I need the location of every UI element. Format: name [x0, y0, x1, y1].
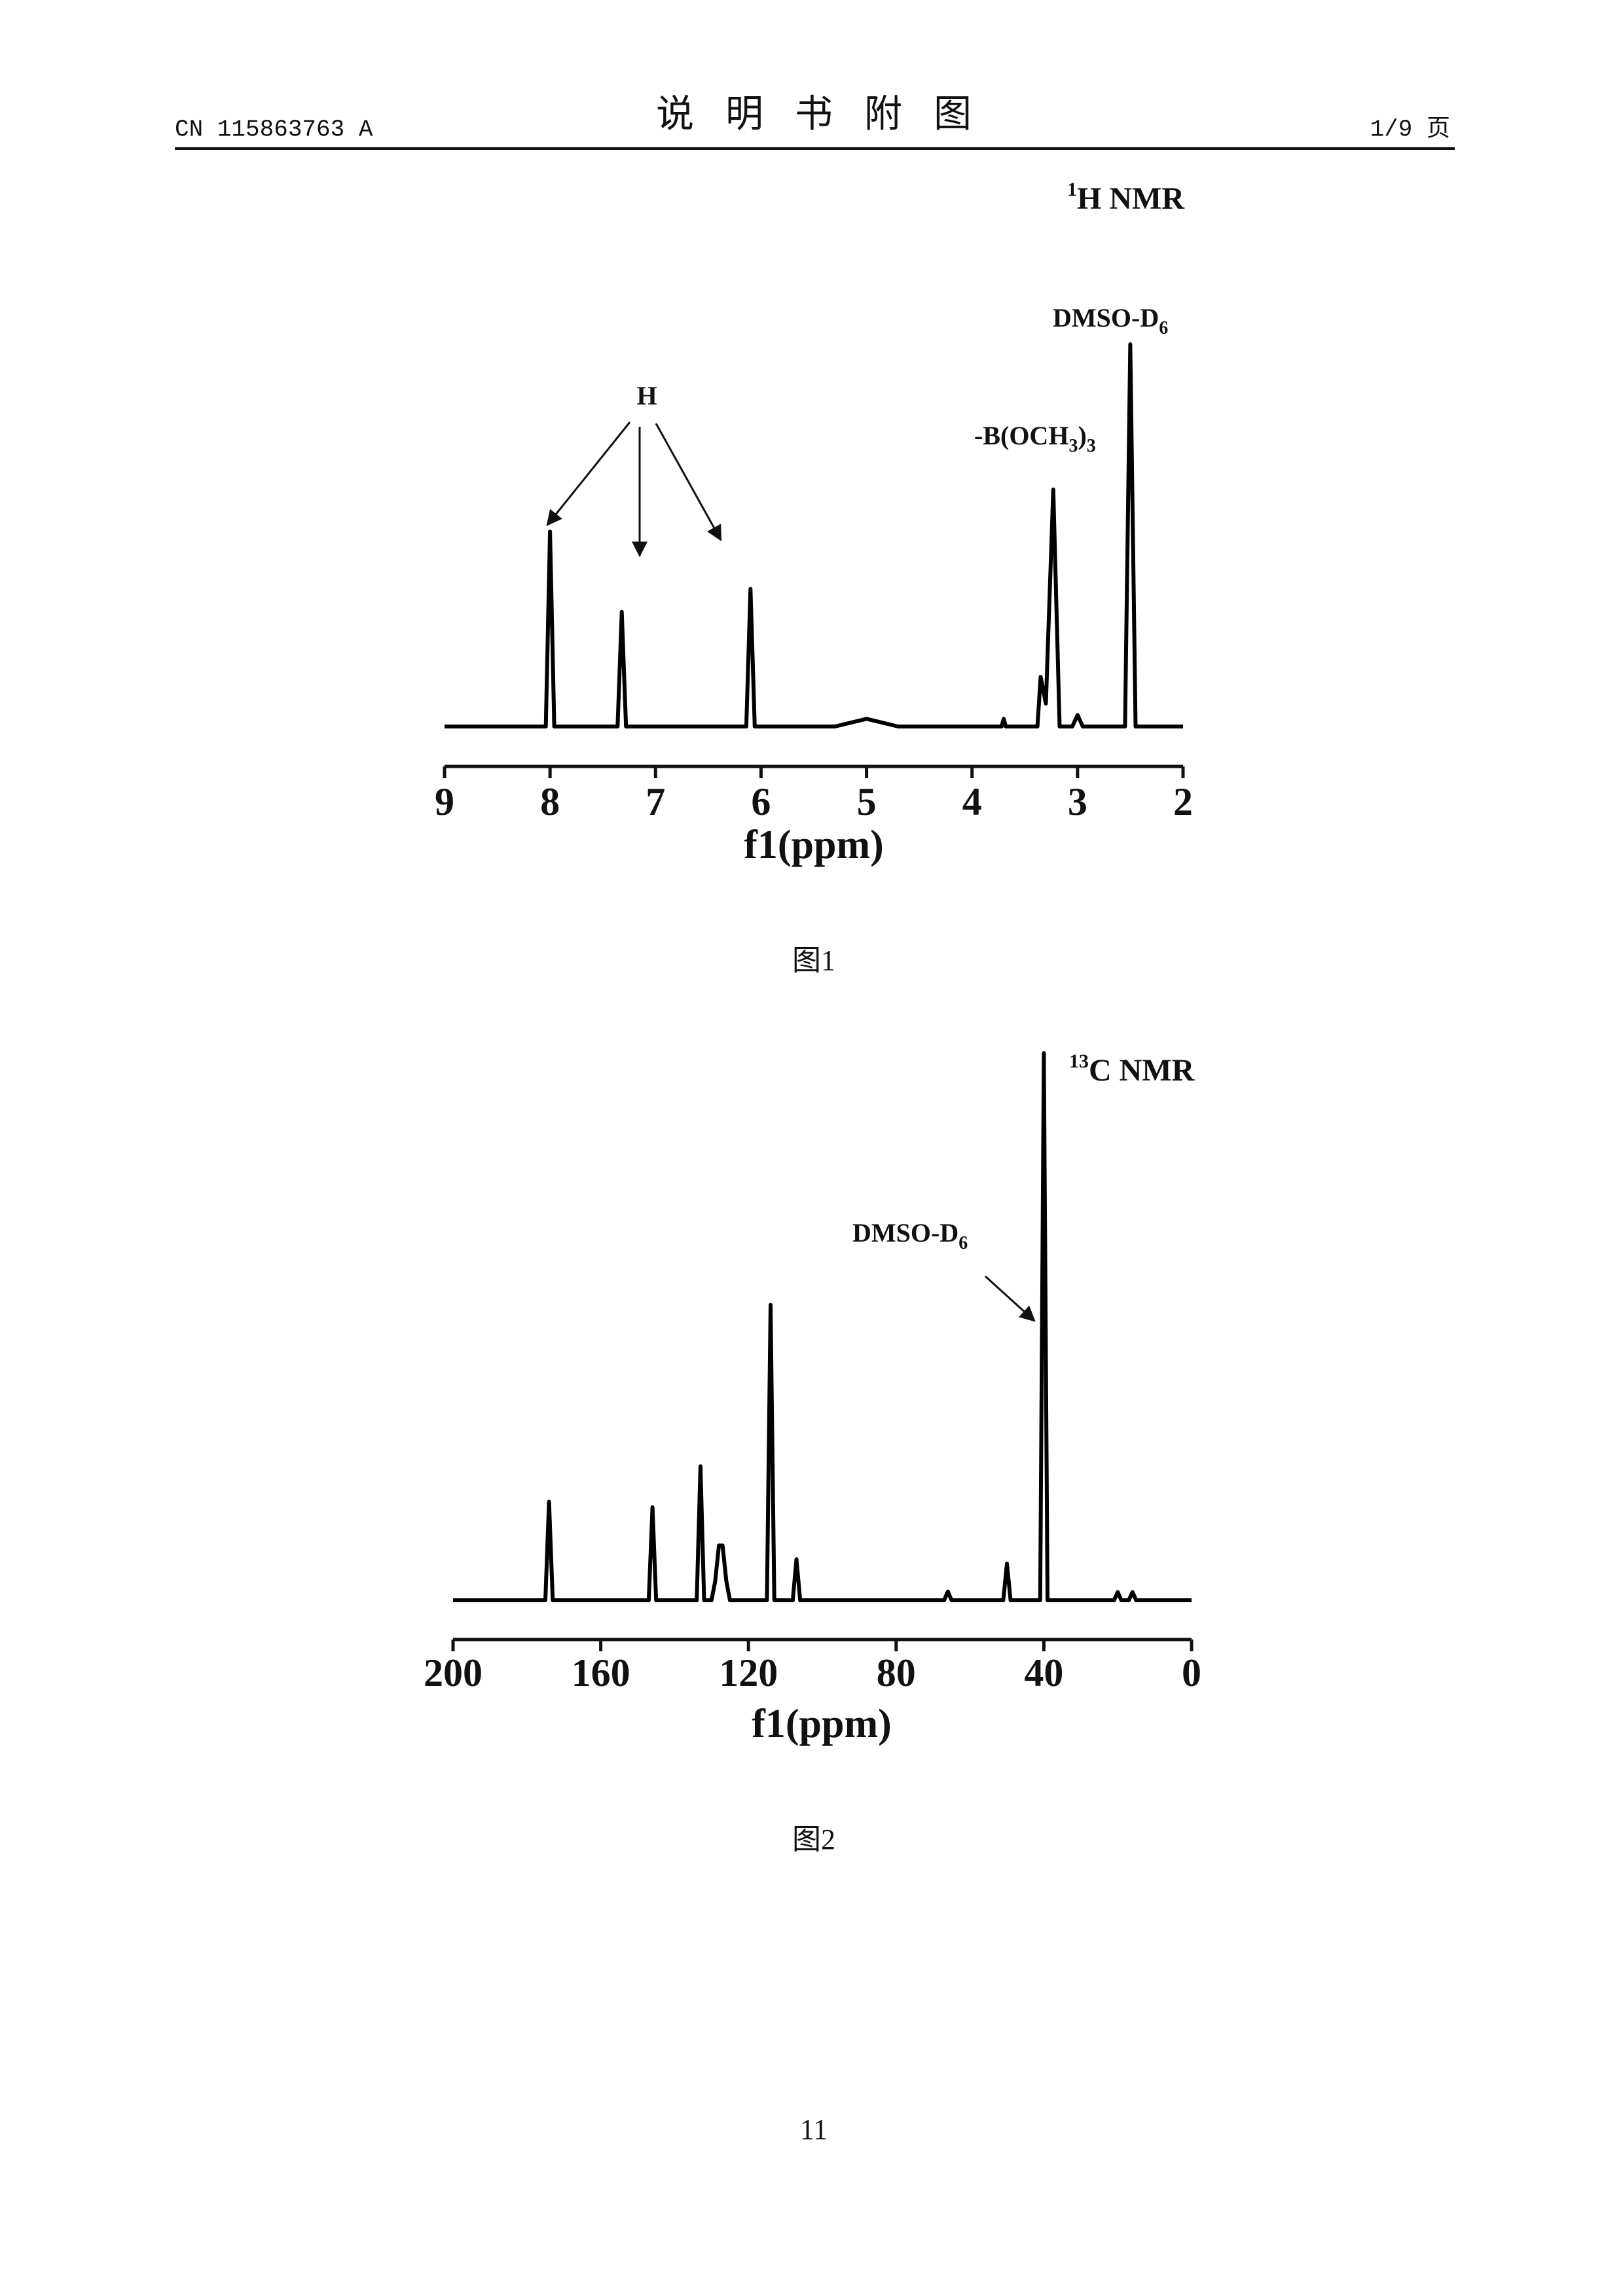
annotation: -B(OCH3)3: [974, 421, 1096, 456]
arrow: [546, 422, 631, 526]
chart-title: 1H NMR: [1067, 179, 1185, 216]
arrow: [984, 1275, 1036, 1322]
x-tick-label: 3: [1068, 780, 1087, 823]
x-tick-label: 200: [424, 1651, 483, 1695]
x-tick-label: 7: [646, 780, 665, 823]
title-sup: 13: [1069, 1050, 1089, 1072]
title-text: H NMR: [1077, 181, 1185, 216]
caption: 图1: [792, 944, 835, 977]
x-tick-label: 4: [962, 780, 982, 823]
annotation: DMSO-D6: [852, 1218, 968, 1253]
annotation-text: DMSO-D: [852, 1218, 958, 1247]
header-left: CN 115863763 A: [175, 117, 373, 143]
chart-title: 13C NMR: [1069, 1050, 1195, 1088]
x-tick-label: 5: [857, 780, 877, 823]
spectrum-line: [445, 342, 1183, 728]
x-axis-label: f1(ppm): [752, 1702, 892, 1746]
annotation-text: ): [1078, 421, 1086, 450]
x-tick-label: 0: [1182, 1651, 1201, 1695]
x-tick-label: 160: [572, 1651, 630, 1695]
x-tick-label: 80: [877, 1651, 916, 1695]
annotation: DMSO-D6: [1053, 303, 1168, 338]
annotation-sub: 3: [1068, 436, 1078, 456]
arrow: [655, 423, 722, 542]
x-tick-label: 2: [1173, 780, 1193, 823]
x-tick-label: 120: [719, 1651, 778, 1695]
header-title: 说明书附图: [656, 92, 1003, 135]
annotation: H: [636, 381, 657, 410]
title-text: C NMR: [1089, 1053, 1195, 1088]
x-tick-label: 9: [435, 780, 454, 823]
x-tick-label: 40: [1024, 1651, 1063, 1695]
spectrum-line: [453, 1051, 1192, 1602]
page-number: 11: [800, 2113, 828, 2145]
caption: 图2: [792, 1823, 835, 1856]
header-right: 1/9 页: [1370, 117, 1450, 143]
annotation-text: -B(OCH: [974, 421, 1068, 450]
x-axis-label: f1(ppm): [744, 823, 884, 867]
annotation-sub: 6: [958, 1233, 968, 1253]
annotation-text: DMSO-D: [1053, 303, 1159, 332]
x-tick-label: 6: [751, 780, 771, 823]
annotation-sub: 3: [1087, 436, 1096, 456]
title-sup: 1: [1067, 179, 1077, 200]
x-tick-label: 8: [540, 780, 560, 823]
annotation-sub: 6: [1159, 318, 1168, 338]
